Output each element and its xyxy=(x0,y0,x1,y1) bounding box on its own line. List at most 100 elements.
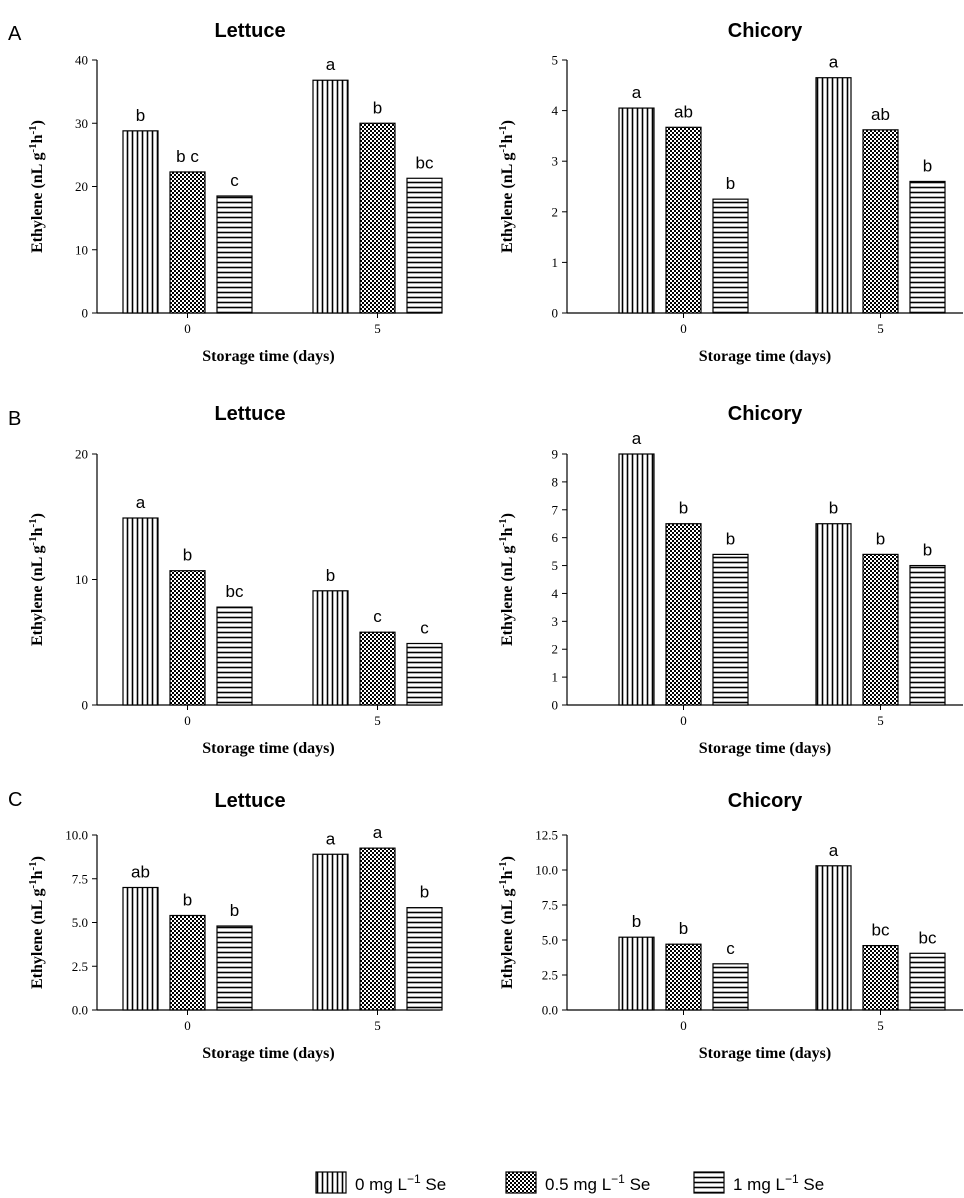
y-tick-label: 7.5 xyxy=(72,871,88,886)
significance-letter: b c xyxy=(176,147,199,166)
significance-letter: b xyxy=(679,919,688,938)
significance-letter: a xyxy=(326,829,336,848)
y-tick-label: 10.0 xyxy=(535,863,558,878)
bar-checkered-day5 xyxy=(862,129,899,314)
significance-letter: a xyxy=(829,53,839,72)
y-tick-label: 40 xyxy=(75,53,88,68)
bar-vertical-hatch-day0 xyxy=(122,517,159,706)
y-axis-title: Ethylene (nL g-1h-1) xyxy=(27,513,46,646)
y-tick-label: 2.5 xyxy=(72,959,88,974)
y-tick-label: 12.5 xyxy=(535,828,558,843)
significance-letter: b xyxy=(183,891,192,910)
x-axis-title: Storage time (days) xyxy=(202,348,334,365)
legend-item-1: 0 mg L−1 Se xyxy=(315,1171,446,1194)
significance-letter: a xyxy=(373,823,383,842)
significance-letter: b xyxy=(230,901,239,920)
y-tick-label: 3 xyxy=(552,154,559,169)
significance-letter: a xyxy=(829,841,839,860)
y-tick-label: 10.0 xyxy=(65,828,88,843)
bar-vertical-hatch-day0 xyxy=(122,886,159,1011)
bar-horizontal-hatch-day0 xyxy=(216,195,253,314)
bar-checkered-day5 xyxy=(359,847,396,1011)
panel-title: Chicory xyxy=(728,20,803,42)
significance-letter: b xyxy=(726,529,735,548)
bar-checkered-day0 xyxy=(169,171,206,314)
bar-horizontal-hatch-day0 xyxy=(216,925,253,1011)
significance-letter: a xyxy=(326,55,336,74)
panel-title: Lettuce xyxy=(214,790,285,812)
bar-horizontal-hatch-day0 xyxy=(712,963,749,1011)
significance-letter: bc xyxy=(226,582,244,601)
x-tick-label: 0 xyxy=(184,713,191,728)
legend-item-2: 0.5 mg L−1 Se xyxy=(505,1171,650,1194)
bar-vertical-hatch-day5 xyxy=(312,590,349,706)
y-tick-label: 0 xyxy=(552,306,559,321)
significance-letter: b xyxy=(829,499,838,518)
significance-letter: b xyxy=(876,529,885,548)
bar-horizontal-hatch-day0 xyxy=(712,553,749,706)
y-tick-label: 5.0 xyxy=(542,933,558,948)
y-tick-label: 8 xyxy=(552,474,559,489)
y-tick-label: 2 xyxy=(552,204,559,219)
y-tick-label: 10 xyxy=(75,572,88,587)
x-axis-title: Storage time (days) xyxy=(699,740,831,757)
panel-letter: B xyxy=(8,408,21,430)
significance-letter: c xyxy=(420,619,429,638)
panel-title: Chicory xyxy=(728,790,803,812)
y-tick-label: 10 xyxy=(75,242,88,257)
y-tick-label: 5 xyxy=(552,558,559,573)
bar-checkered-day0 xyxy=(665,126,702,314)
significance-letter: b xyxy=(420,883,429,902)
x-tick-label: 5 xyxy=(374,321,381,336)
legend-item-3: 1 mg L−1 Se xyxy=(693,1171,824,1194)
bar-vertical-hatch-day0 xyxy=(122,130,159,314)
y-tick-label: 6 xyxy=(552,530,559,545)
legend-label: 0 mg L−1 Se xyxy=(355,1172,446,1194)
x-tick-label: 0 xyxy=(680,713,687,728)
legend-swatch xyxy=(693,1171,725,1194)
x-tick-label: 5 xyxy=(877,321,884,336)
significance-letter: b xyxy=(923,156,932,175)
bar-horizontal-hatch-day5 xyxy=(909,564,946,706)
bar-vertical-hatch-day5 xyxy=(312,79,349,314)
panel-title: Lettuce xyxy=(214,403,285,425)
y-tick-label: 0.0 xyxy=(72,1003,88,1018)
significance-letter: c xyxy=(726,939,735,958)
legend: 0 mg L−1 Se 0.5 mg L−1 Se 1 mg L−1 Se xyxy=(315,1171,824,1194)
significance-letter: c xyxy=(230,171,239,190)
significance-letter: b xyxy=(326,566,335,585)
bar-checkered-day5 xyxy=(862,553,899,706)
bar-horizontal-hatch-day0 xyxy=(712,198,749,314)
significance-letter: b xyxy=(679,499,688,518)
x-tick-label: 0 xyxy=(184,1018,191,1033)
bar-checkered-day0 xyxy=(665,523,702,706)
significance-letter: b xyxy=(632,912,641,931)
y-tick-label: 9 xyxy=(552,447,559,462)
bar-checkered-day0 xyxy=(169,914,206,1011)
significance-letter: b xyxy=(373,98,382,117)
y-tick-label: 0 xyxy=(552,698,559,713)
y-tick-label: 1 xyxy=(552,670,559,685)
significance-letter: a xyxy=(632,83,642,102)
bar-checkered-day5 xyxy=(359,122,396,314)
chart-panel-1: A Lettuce 0 10 20 30 40 b b c c a b bc 0 5 Storage time… xyxy=(8,20,443,365)
bar-vertical-hatch-day0 xyxy=(618,936,655,1011)
bar-vertical-hatch-day5 xyxy=(815,865,852,1011)
bar-horizontal-hatch-day5 xyxy=(406,642,443,706)
y-axis-title: Ethylene (nL g-1h-1) xyxy=(27,856,46,989)
y-tick-label: 4 xyxy=(552,586,559,601)
y-tick-label: 30 xyxy=(75,116,88,131)
x-axis-title: Storage time (days) xyxy=(699,348,831,365)
x-tick-label: 0 xyxy=(680,1018,687,1033)
y-tick-label: 2.5 xyxy=(542,968,558,983)
y-tick-label: 0 xyxy=(82,698,89,713)
bar-vertical-hatch-day5 xyxy=(312,853,349,1011)
y-tick-label: 5.0 xyxy=(72,915,88,930)
significance-letter: ab xyxy=(674,102,693,121)
significance-letter: bc xyxy=(919,928,937,947)
